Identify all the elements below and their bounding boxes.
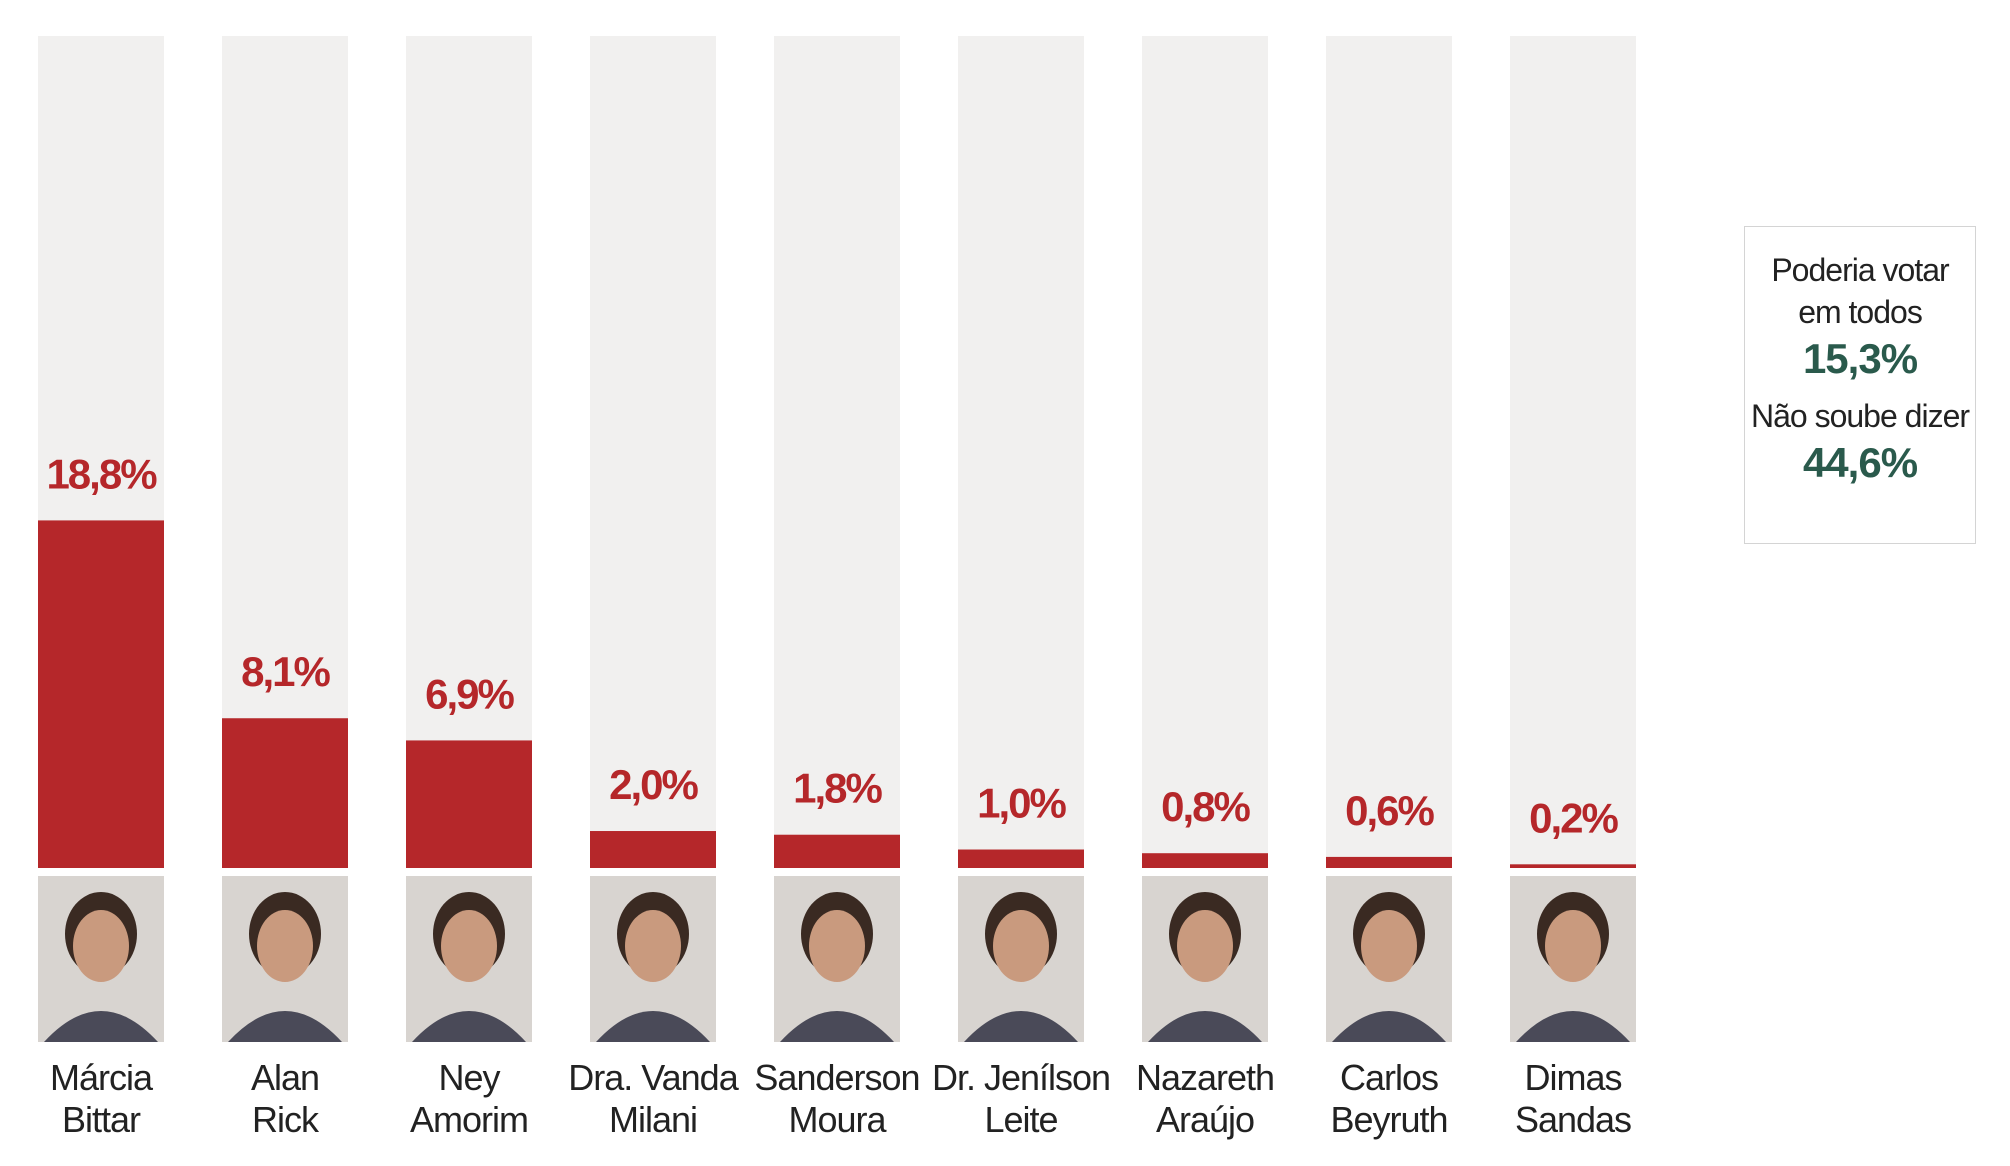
candidate-name-line1: Carlos (1340, 1057, 1438, 1098)
portrait-face (73, 910, 129, 982)
portrait-face (1361, 910, 1417, 982)
value-label: 18,8% (46, 450, 157, 497)
candidate-name-line1: Alan (251, 1057, 319, 1098)
bar (1510, 864, 1636, 868)
candidate-name-line2: Bittar (62, 1099, 141, 1140)
portrait-face (625, 910, 681, 982)
bar-track (1326, 36, 1452, 868)
portrait-face (257, 910, 313, 982)
bar (38, 520, 164, 868)
portrait-face (1545, 910, 1601, 982)
portrait-shoulders (1332, 1011, 1446, 1042)
bar (1142, 853, 1268, 868)
candidate-name-line1: Márcia (50, 1057, 154, 1098)
portrait-shoulders (1148, 1011, 1262, 1042)
bar-track (590, 36, 716, 868)
bar (406, 740, 532, 868)
bar (958, 849, 1084, 868)
candidate-name-line2: Milani (609, 1099, 697, 1140)
candidate-name-line2: Beyruth (1330, 1099, 1447, 1140)
bar (590, 831, 716, 868)
bar (1326, 856, 1452, 868)
value-label: 6,9% (425, 670, 514, 717)
could-vote-all-value: 15,3% (1802, 335, 1918, 382)
bar-track (406, 36, 532, 868)
portrait-shoulders (1516, 1011, 1630, 1042)
candidate-name-line1: Dimas (1524, 1057, 1621, 1098)
portrait-shoulders (412, 1011, 526, 1042)
portrait-shoulders (780, 1011, 894, 1042)
dont-know-value: 44,6% (1802, 439, 1918, 486)
candidate-name-line2: Leite (984, 1099, 1057, 1140)
value-label: 2,0% (609, 761, 698, 808)
value-label: 0,6% (1345, 787, 1434, 834)
candidate-name-line1: Nazareth (1136, 1057, 1274, 1098)
bar-track (774, 36, 900, 868)
dont-know-label: Não soube dizer (1750, 398, 1970, 434)
candidate-name-line1: Ney (438, 1057, 500, 1098)
value-label: 0,8% (1161, 783, 1250, 830)
candidate-name-line1: Dra. Vanda (568, 1057, 739, 1098)
summary-box: Poderia votar em todos 15,3% Não soube d… (1744, 226, 1976, 544)
value-label: 0,2% (1529, 794, 1618, 841)
portrait-face (809, 910, 865, 982)
candidate-name-line2: Araújo (1156, 1099, 1254, 1140)
portrait-shoulders (596, 1011, 710, 1042)
portrait-face (441, 910, 497, 982)
bar-track (958, 36, 1084, 868)
value-label: 1,0% (977, 780, 1066, 827)
portrait-shoulders (964, 1011, 1078, 1042)
candidate-name-line1: Dr. Jenílson (932, 1057, 1110, 1098)
bar-track (1510, 36, 1636, 868)
portrait-face (993, 910, 1049, 982)
candidate-name-line2: Sandas (1515, 1099, 1631, 1140)
bar-track (1142, 36, 1268, 868)
value-label: 8,1% (241, 648, 330, 695)
candidate-name-line2: Amorim (410, 1099, 528, 1140)
candidate-name-line2: Rick (252, 1099, 320, 1140)
value-label: 1,8% (793, 765, 882, 812)
portrait-face (1177, 910, 1233, 982)
bar (774, 834, 900, 868)
could-vote-all-label-line2: em todos (1798, 294, 1923, 330)
portrait-shoulders (44, 1011, 158, 1042)
candidate-name-line2: Moura (788, 1099, 887, 1140)
could-vote-all-label-line1: Poderia votar (1771, 252, 1949, 288)
bar (222, 718, 348, 868)
portrait-shoulders (228, 1011, 342, 1042)
candidate-name-line1: Sanderson (754, 1057, 919, 1098)
